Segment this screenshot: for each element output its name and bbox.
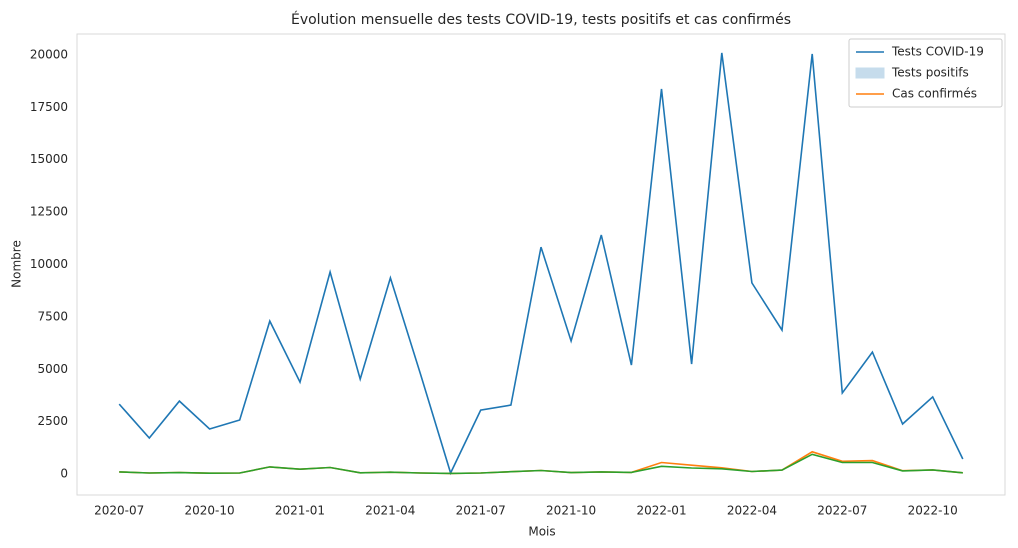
chart-title: Évolution mensuelle des tests COVID-19, … <box>291 11 791 28</box>
y-tick-label: 15000 <box>30 152 68 166</box>
y-tick-label: 12500 <box>30 205 68 219</box>
y-tick-label: 20000 <box>30 47 68 61</box>
legend-box <box>848 38 1003 108</box>
legend-label: Tests positifs <box>891 66 969 80</box>
x-tick-label: 2022-04 <box>727 504 777 518</box>
y-tick-label: 0 <box>60 467 68 481</box>
y-tick-label: 10000 <box>30 257 68 271</box>
x-tick-label: 2021-07 <box>456 504 506 518</box>
y-tick-label: 2500 <box>37 414 68 428</box>
x-tick-label: 2020-07 <box>94 504 144 518</box>
y-tick-label: 5000 <box>37 362 68 376</box>
plot-area <box>76 33 1006 496</box>
series-line <box>119 453 963 475</box>
y-axis-label: Nombre <box>10 240 24 288</box>
legend-label: Cas confirmés <box>892 87 977 101</box>
x-tick-label: 2021-04 <box>365 504 415 518</box>
x-axis-label: Mois <box>528 525 555 539</box>
legend-swatch <box>855 67 885 79</box>
x-tick-label: 2022-01 <box>636 504 686 518</box>
legend-label: Tests COVID-19 <box>891 45 984 59</box>
y-tick-label: 7500 <box>37 309 68 323</box>
x-tick-label: 2022-10 <box>908 504 958 518</box>
x-tick-label: 2020-10 <box>185 504 235 518</box>
x-tick-label: 2021-01 <box>275 504 325 518</box>
x-tick-label: 2022-07 <box>817 504 867 518</box>
series-line <box>118 52 964 476</box>
x-tick-label: 2021-10 <box>546 504 596 518</box>
y-tick-label: 17500 <box>30 100 68 114</box>
